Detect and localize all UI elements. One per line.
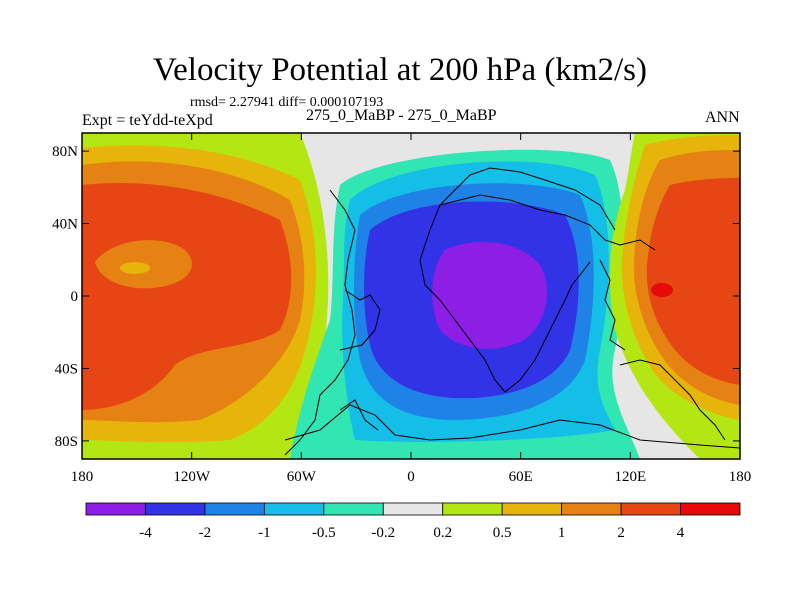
colorbar-label-3: -0.5 — [312, 525, 336, 541]
colorbar-swatch-3 — [263, 502, 325, 516]
colorbar-swatch-7 — [501, 502, 563, 516]
colorbar-swatch-8 — [561, 502, 622, 516]
colorbar-label-8: 2 — [617, 525, 625, 541]
contour-center--4 — [432, 242, 548, 349]
coastlines — [284, 167, 740, 456]
chart-title: Velocity Potential at 200 hPa (km2/s) — [152, 52, 648, 88]
y-tick-label-3: 40S — [55, 361, 78, 377]
x-tick-label-1: 120W — [173, 469, 211, 485]
experiment-label: Expt = teYdd-teXpd — [82, 112, 213, 129]
colorbar-label-1: -2 — [199, 525, 212, 541]
coastline-america — [284, 189, 356, 456]
x-tick-label-5: 120E — [614, 469, 646, 485]
colorbar-label-7: 1 — [558, 525, 566, 541]
coastline-antarctic-peninsula — [339, 399, 379, 431]
colorbar-swatch-10 — [680, 502, 741, 516]
colorbar-swatch-4 — [323, 502, 384, 516]
colorbar-label-9: 4 — [677, 525, 685, 541]
y-tick-label-0: 80N — [52, 144, 78, 160]
colorbar-label-5: 0.2 — [433, 525, 452, 541]
contour-west-inner — [120, 262, 150, 274]
coastline-africa-east — [504, 261, 591, 393]
colorbar-swatch-0 — [85, 502, 146, 516]
coastline-southeast-asia — [599, 259, 626, 351]
contour-east-4 — [651, 283, 673, 297]
y-tick-label-4: 80S — [55, 434, 78, 450]
contour-west-2 — [82, 183, 292, 410]
colorbar-swatch-9 — [620, 502, 681, 516]
colorbar-swatch-1 — [145, 502, 206, 516]
coastline-asia-north — [469, 167, 616, 231]
y-tick-label-1: 40N — [52, 217, 78, 233]
coastline-eurasia — [439, 194, 656, 251]
colorbar-swatch-6 — [442, 502, 503, 516]
colorbar-labels: -4 -2 -1 -0.5 -0.2 0.2 0.5 1 2 4 — [139, 525, 685, 541]
axis-ticks — [81, 133, 741, 459]
x-tick-label-3: 0 — [407, 469, 415, 485]
contour-field — [82, 133, 740, 459]
colorbar-label-6: 0.5 — [493, 525, 512, 541]
colorbar-label-0: -4 — [139, 525, 152, 541]
contour-east-2 — [646, 178, 740, 385]
coastline-australia — [619, 359, 726, 441]
colorbar — [85, 502, 741, 516]
colorbar-label-4: -0.2 — [371, 525, 395, 541]
x-tick-label-2: 60W — [287, 469, 317, 485]
x-tick-label-0: 180 — [71, 469, 94, 485]
coastline-africa-west — [419, 174, 506, 393]
stats-label: rmsd= 2.27941 diff= 0.000107193 — [190, 95, 384, 110]
coastline-antarctica — [284, 404, 740, 449]
y-tick-label-2: 0 — [71, 289, 79, 305]
x-tick-label-4: 60E — [509, 469, 533, 485]
season-label: ANN — [705, 109, 740, 126]
colorbar-swatch-5 — [382, 502, 444, 516]
coastline-south-america-interior — [339, 289, 381, 351]
x-tick-label-6: 180 — [729, 469, 752, 485]
colorbar-swatch-2 — [204, 502, 265, 516]
axis-tick-labels: 180 120W 60W 0 60E 120E 180 80N 40N 0 40S 80S — [52, 144, 751, 485]
colorbar-label-2: -1 — [258, 525, 271, 541]
run-label: 275_0_MaBP - 275_0_MaBP — [306, 107, 497, 124]
